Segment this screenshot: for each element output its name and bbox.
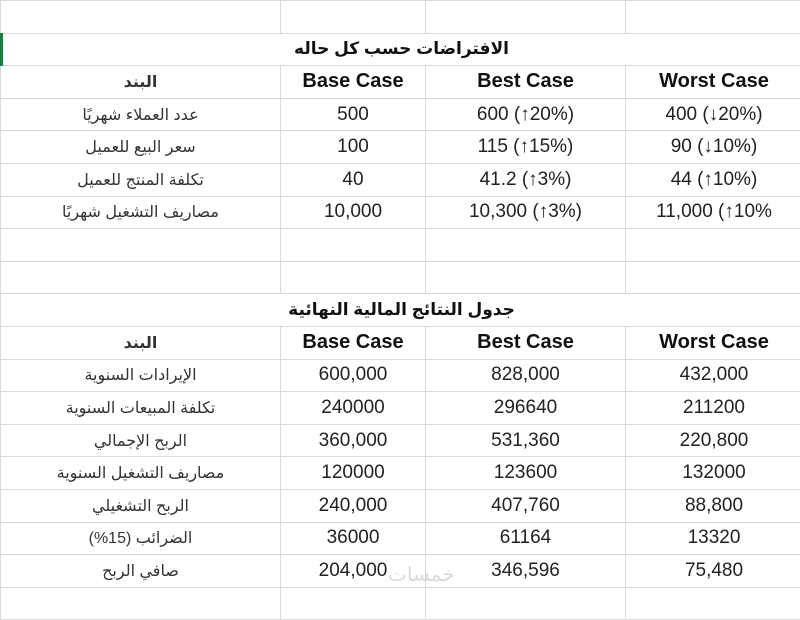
value-cell[interactable]: 120000 bbox=[281, 457, 426, 490]
value-cell[interactable]: 346,596 bbox=[426, 555, 626, 588]
cell[interactable] bbox=[626, 261, 800, 294]
value-cell[interactable]: 531,360 bbox=[426, 424, 626, 457]
cell[interactable] bbox=[281, 261, 426, 294]
cell[interactable] bbox=[1, 229, 281, 262]
value-cell[interactable]: 400 (↓20%) bbox=[626, 98, 800, 131]
empty-row bbox=[1, 1, 800, 34]
cell[interactable] bbox=[1, 1, 281, 34]
row-label-cell[interactable]: مصاريف التشغيل شهريًا bbox=[1, 196, 281, 229]
watermark: خمسات bbox=[388, 562, 455, 587]
value-cell[interactable]: 41.2 (↑3%) bbox=[426, 163, 626, 196]
value-cell[interactable]: 296640 bbox=[426, 392, 626, 425]
value-cell[interactable]: 13320 bbox=[626, 522, 800, 555]
column-header[interactable]: Best Case bbox=[426, 66, 626, 99]
column-header[interactable]: البند bbox=[1, 326, 281, 359]
column-header[interactable]: Base Case bbox=[281, 326, 426, 359]
cell[interactable] bbox=[281, 587, 426, 620]
assumptions-title-row: الافتراضات حسب كل حاله bbox=[1, 33, 800, 66]
value-cell[interactable]: 88,800 bbox=[626, 489, 800, 522]
results-title[interactable]: جدول النتائج المالية النهائية bbox=[1, 294, 800, 327]
value-cell[interactable]: 432,000 bbox=[626, 359, 800, 392]
column-header[interactable]: Worst Case bbox=[626, 66, 800, 99]
value-cell[interactable]: 36000 bbox=[281, 522, 426, 555]
cell[interactable] bbox=[426, 587, 626, 620]
row-label-cell[interactable]: سعر البيع للعميل bbox=[1, 131, 281, 164]
cell[interactable] bbox=[626, 229, 800, 262]
empty-row bbox=[1, 587, 800, 620]
value-cell[interactable]: 10,300 (↑3%) bbox=[426, 196, 626, 229]
cell[interactable] bbox=[281, 1, 426, 34]
value-cell[interactable]: 115 (↑15%) bbox=[426, 131, 626, 164]
value-cell[interactable]: 11,000 (↑10% bbox=[626, 196, 800, 229]
empty-row bbox=[1, 261, 800, 294]
cell[interactable] bbox=[426, 1, 626, 34]
row-label-cell[interactable]: الربح الإجمالي bbox=[1, 424, 281, 457]
column-header[interactable]: البند bbox=[1, 66, 281, 99]
row-label-cell[interactable]: تكلفة المنتج للعميل bbox=[1, 163, 281, 196]
value-cell[interactable]: 100 bbox=[281, 131, 426, 164]
value-cell[interactable]: 240000 bbox=[281, 392, 426, 425]
cell[interactable] bbox=[281, 229, 426, 262]
row-label-cell[interactable]: الإيرادات السنوية bbox=[1, 359, 281, 392]
value-cell[interactable]: 220,800 bbox=[626, 424, 800, 457]
value-cell[interactable]: 240,000 bbox=[281, 489, 426, 522]
row-label-cell[interactable]: الضرائب (15%) bbox=[1, 522, 281, 555]
row-label-cell[interactable]: مصاريف التشغيل السنوية bbox=[1, 457, 281, 490]
empty-row bbox=[1, 229, 800, 262]
value-cell[interactable]: 500 bbox=[281, 98, 426, 131]
value-cell[interactable]: 132000 bbox=[626, 457, 800, 490]
value-cell[interactable]: 600,000 bbox=[281, 359, 426, 392]
cell[interactable] bbox=[626, 587, 800, 620]
value-cell[interactable]: 123600 bbox=[426, 457, 626, 490]
cell[interactable] bbox=[426, 261, 626, 294]
value-cell[interactable]: 828,000 bbox=[426, 359, 626, 392]
value-cell[interactable]: 40 bbox=[281, 163, 426, 196]
value-cell[interactable]: 360,000 bbox=[281, 424, 426, 457]
row-label-cell[interactable]: تكلفة المبيعات السنوية bbox=[1, 392, 281, 425]
value-cell[interactable]: 10,000 bbox=[281, 196, 426, 229]
assumptions-title[interactable]: الافتراضات حسب كل حاله bbox=[1, 33, 800, 66]
cell[interactable] bbox=[1, 587, 281, 620]
column-header[interactable]: Best Case bbox=[426, 326, 626, 359]
value-cell[interactable]: 600 (↑20%) bbox=[426, 98, 626, 131]
value-cell[interactable]: 407,760 bbox=[426, 489, 626, 522]
results-title-row: جدول النتائج المالية النهائية bbox=[1, 294, 800, 327]
row-label-cell[interactable]: الربح التشغيلي bbox=[1, 489, 281, 522]
selected-cell-indicator bbox=[0, 33, 3, 66]
cell[interactable] bbox=[1, 261, 281, 294]
value-cell[interactable]: 211200 bbox=[626, 392, 800, 425]
column-header[interactable]: Worst Case bbox=[626, 326, 800, 359]
value-cell[interactable]: 61164 bbox=[426, 522, 626, 555]
value-cell[interactable]: 44 (↑10%) bbox=[626, 163, 800, 196]
cell[interactable] bbox=[426, 229, 626, 262]
value-cell[interactable]: 75,480 bbox=[626, 555, 800, 588]
row-label-cell[interactable]: عدد العملاء شهريًا bbox=[1, 98, 281, 131]
value-cell[interactable]: 90 (↓10%) bbox=[626, 131, 800, 164]
row-label-cell[interactable]: صافي الربح bbox=[1, 555, 281, 588]
cell[interactable] bbox=[626, 1, 800, 34]
column-header[interactable]: Base Case bbox=[281, 66, 426, 99]
